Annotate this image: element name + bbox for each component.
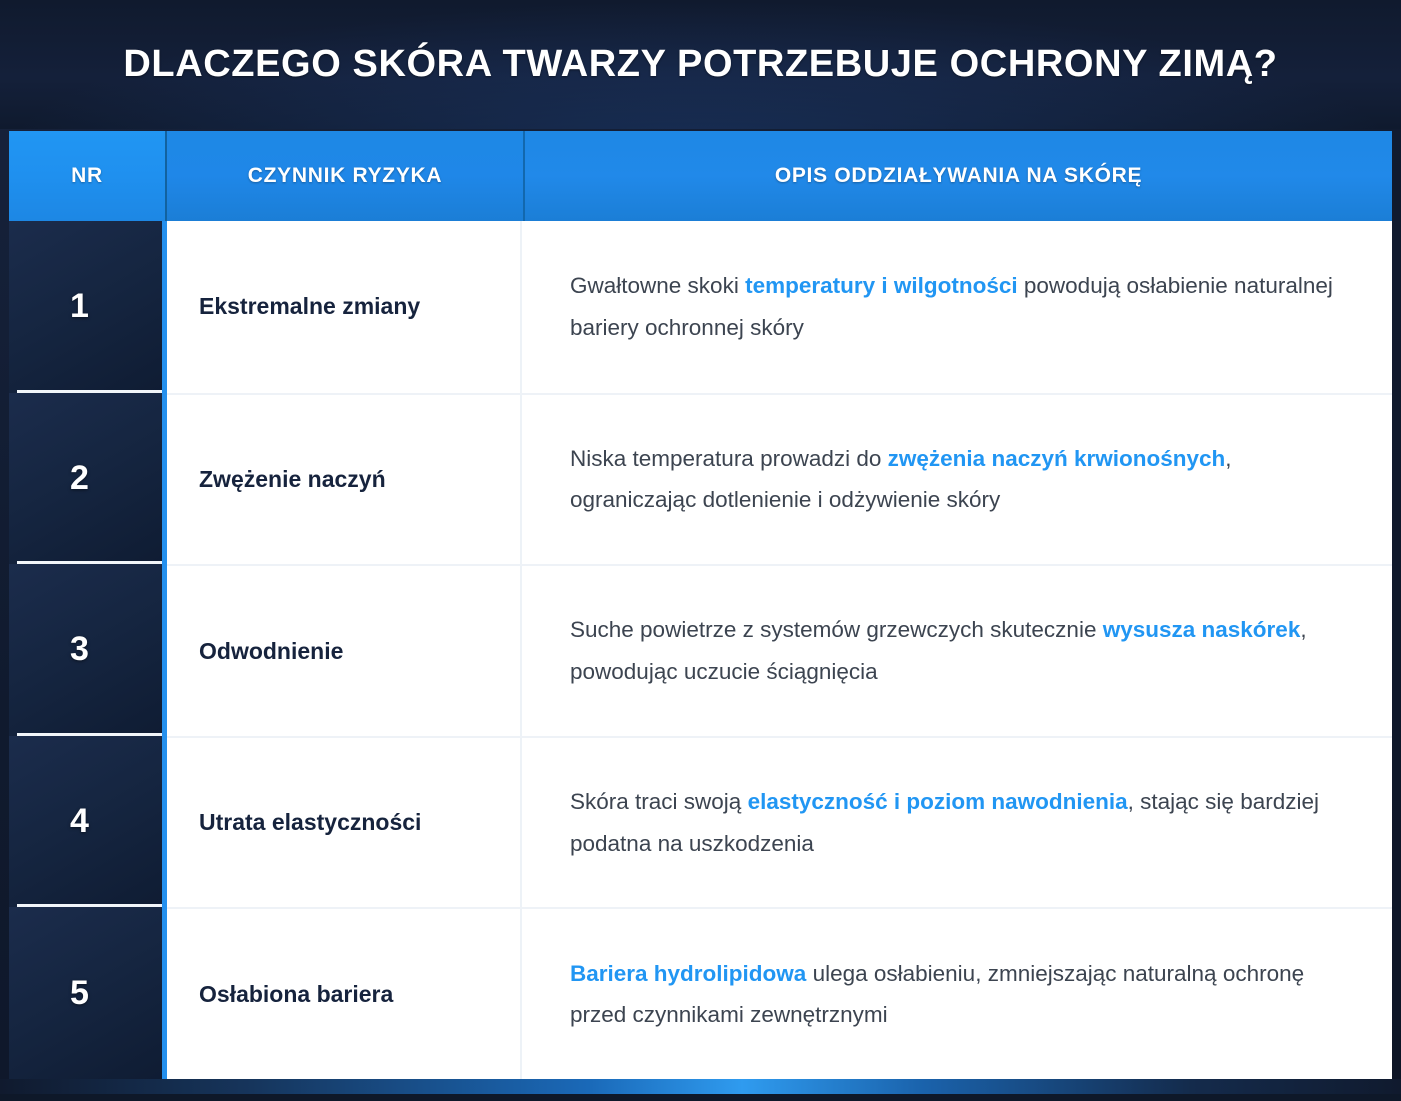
column-header-nr: NR [9,131,167,221]
table-header-row: NR CZYNNIK RYZYKA OPIS ODDZIAŁYWANIA NA … [9,131,1392,221]
cell-factor: Utrata elastyczności [167,735,522,908]
description-plain-segment: Suche powietrze z systemów grzewczych sk… [570,617,1103,643]
factor-label: Odwodnienie [199,637,344,664]
cell-number: 1 [9,221,167,393]
title-banner: DLACZEGO SKÓRA TWARZY POTRZEBUJE OCHRONY… [0,0,1401,129]
column-header-factor: CZYNNIK RYZYKA [167,131,525,221]
cell-number: 3 [9,561,167,736]
cell-factor: Zwężenie naczyń [167,392,522,565]
cell-number: 2 [9,389,167,565]
description-text: Skóra traci swoją elastyczność i poziom … [570,781,1348,864]
cell-description: Skóra traci swoją elastyczność i poziom … [522,735,1392,908]
description-highlight: wysusza naskórek [1102,617,1301,643]
factor-label: Zwężenie naczyń [199,466,386,493]
cell-factor: Ekstremalne zmiany [167,221,522,393]
cell-description: Gwałtowne skoki temperatury i wilgotnośc… [522,221,1392,393]
table-body: 1 Ekstremalne zmiany Gwałtowne skoki tempe… [9,221,1392,1079]
description-plain-segment: , ograniczając dotlenienie i odżywienie … [570,445,1232,513]
table-row: 2 Zwężenie naczyń Niska temperatura prowad… [9,389,1392,565]
description-plain-segment: Gwałtowne skoki [570,273,746,299]
description-plain-segment: , powodując uczucie ściągnięcia [570,617,1307,684]
row-number-label: 3 [70,630,89,669]
description-highlight: temperatury i wilgotności [745,273,1018,299]
cell-factor: Osłabiona bariera [167,907,522,1079]
table-row: 3 Odwodnienie Suche powietrze z systemów g… [9,561,1392,736]
description-plain-segment: Skóra traci swoją [570,788,748,814]
description-highlight: elastyczność i poziom nawodnienia [747,788,1128,814]
table-row: 4 Utrata elastyczności Skóra traci swoją e… [9,732,1392,908]
factor-label: Osłabiona bariera [199,980,394,1007]
cell-factor: Odwodnienie [167,564,522,736]
cell-description: Bariera hydrolipidowa ulega osłabieniu, … [522,907,1392,1079]
page-title: DLACZEGO SKÓRA TWARZY POTRZEBUJE OCHRONY… [123,42,1278,85]
row-number-label: 2 [70,458,89,497]
table-row: 1 Ekstremalne zmiany Gwałtowne skoki tempe… [9,221,1392,393]
description-plain-segment: powodują osłabienie naturalnej bariery o… [570,273,1333,340]
row-number-label: 4 [70,802,89,841]
description-text: Suche powietrze z systemów grzewczych sk… [570,609,1348,692]
description-plain-segment: , stając się bardziej podatna na uszkodz… [570,788,1319,856]
row-number-label: 1 [70,287,89,326]
description-plain-segment: ulega osłabieniu, zmniejszając naturalną… [570,960,1305,1028]
description-text: Gwałtowne skoki temperatury i wilgotnośc… [570,265,1348,348]
row-number-label: 5 [70,973,89,1012]
column-header-description: OPIS ODDZIAŁYWANIA NA SKÓRĘ [525,131,1392,221]
cell-description: Suche powietrze z systemów grzewczych sk… [522,564,1392,736]
description-highlight: zwężenia naczyń krwionośnych [887,445,1226,471]
cell-description: Niska temperatura prowadzi do zwężenia n… [522,392,1392,565]
cell-number: 4 [9,732,167,908]
description-plain-segment: Niska temperatura prowadzi do [570,445,888,471]
description-text: Bariera hydrolipidowa ulega osłabieniu, … [570,953,1348,1036]
bottom-accent-bar [0,1079,1401,1101]
description-text: Niska temperatura prowadzi do zwężenia n… [570,438,1348,521]
cell-number: 5 [9,904,167,1079]
factor-label: Ekstremalne zmiany [199,293,421,320]
table-row: 5 Osłabiona bariera Bariera hydrolipidowa … [9,904,1392,1079]
risk-factors-table: NR CZYNNIK RYZYKA OPIS ODDZIAŁYWANIA NA … [9,131,1392,1079]
description-highlight: Bariera hydrolipidowa [570,960,807,986]
factor-label: Utrata elastyczności [199,809,422,836]
